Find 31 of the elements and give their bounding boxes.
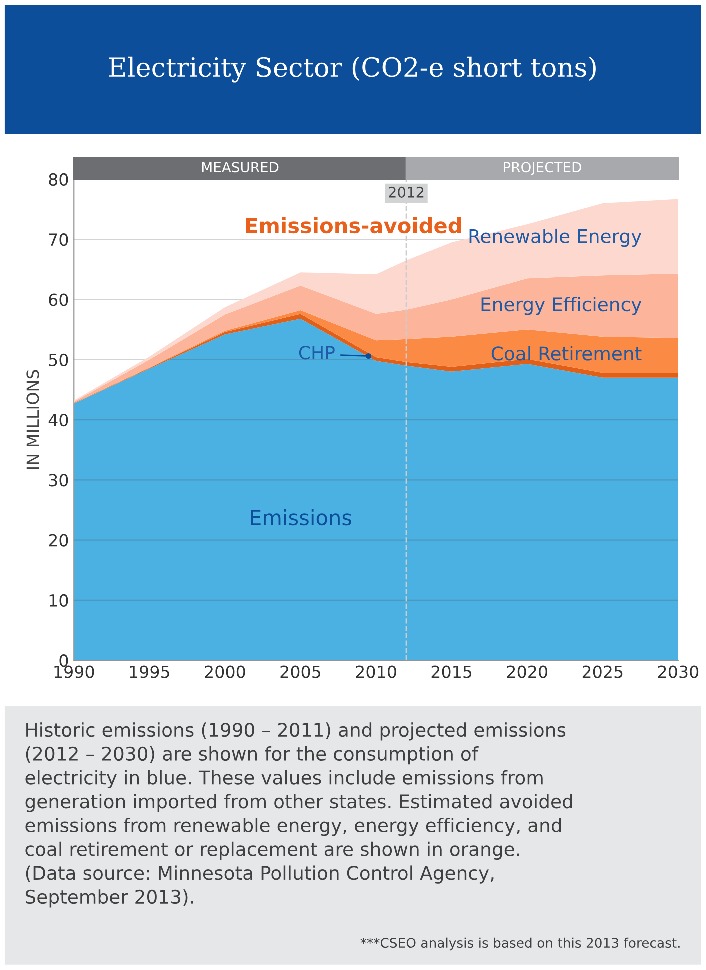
x-tick-label: 1990	[54, 666, 94, 678]
text: MEASURED	[202, 162, 279, 173]
y-tick-label: 60	[49, 294, 68, 306]
y-tick-label: 20	[49, 534, 68, 547]
ref-line-label: 2012	[389, 186, 424, 198]
y-tick-label: 80	[49, 173, 68, 186]
x-tick-label: 2000	[205, 666, 246, 678]
series-label: CHP	[299, 346, 335, 360]
y-tick-label: 0	[60, 654, 68, 668]
text: PROJECTED	[504, 162, 582, 176]
series-label: Emissions	[251, 510, 352, 526]
x-tick-label: 2005	[280, 666, 321, 678]
series-label: Renewable Energy	[470, 228, 642, 248]
x-tick-label: 2010	[356, 666, 396, 678]
x-tick-label: 2020	[507, 666, 548, 678]
text: Historic emissions (1990 – 2011) and projected emissions (2012 – 2030) are shown for the consumption of electricity in blue. These values include emissions from generation imported from other states. Estimated avoided emissions from renewable energy, energy efficiency, and coal retirement or replacement are shown in orange. (Data source: Minnesota Pollution Control Agency, September 2013).	[26, 722, 572, 908]
x-tick-label: 1995	[130, 666, 170, 678]
y-tick-label: 70	[49, 234, 68, 246]
x-tick-label: 2015	[432, 666, 472, 678]
y-tick-label: 40	[48, 414, 68, 427]
series-label: Energy Efficiency	[482, 297, 642, 316]
chart-title: Electricity Sector (CO2-e short tons)	[109, 56, 596, 83]
series-label: Coal Retirement	[492, 346, 642, 361]
y-tick-label: 30	[49, 474, 68, 487]
x-tick-label: 2025	[582, 666, 623, 678]
y-tick-label: 10	[50, 594, 68, 607]
y-tick-label: 50	[49, 354, 68, 366]
x-tick-label: 2030	[658, 666, 699, 678]
text: ***CSEO analysis is based on this 2013 forecast.	[360, 938, 680, 951]
annotation: Emissions-avoided	[246, 217, 462, 234]
y-axis-title: IN MILLIONS	[26, 370, 40, 470]
